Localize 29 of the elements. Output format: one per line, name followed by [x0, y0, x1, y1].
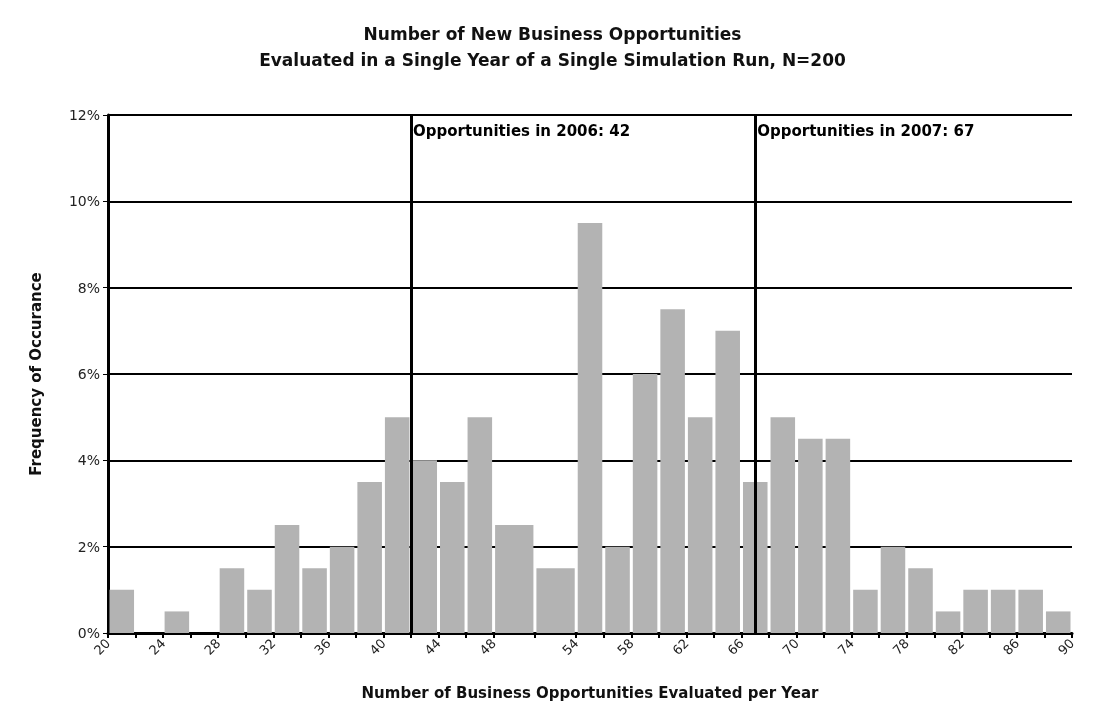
- x-tick-label: 58: [614, 635, 637, 658]
- x-tick-label: 62: [669, 635, 692, 658]
- x-tick-label: 40: [366, 635, 389, 658]
- x-tick-label: 54: [559, 635, 582, 658]
- y-tick-label: 10%: [68, 193, 100, 210]
- x-tick-label: 70: [779, 635, 802, 658]
- x-tick-label: 36: [311, 635, 334, 658]
- x-tick-label: 48: [476, 635, 499, 658]
- y-tick-label: 2%: [77, 538, 100, 555]
- x-tick-label: 82: [944, 635, 968, 658]
- y-axis-title: Frequency of Occurance: [26, 272, 45, 476]
- x-tick-label: 74: [834, 635, 857, 658]
- x-tick-label: 66: [724, 635, 747, 658]
- x-tick-label: 44: [421, 635, 444, 658]
- x-tick-label: 90: [1055, 635, 1078, 658]
- x-tick-label: 28: [201, 635, 224, 658]
- ref-line-label: Opportunities in 2006: 42: [412, 121, 631, 140]
- x-tick-label: 86: [999, 635, 1023, 658]
- x-tick-label: 24: [146, 635, 169, 658]
- y-tick-label: 6%: [77, 366, 100, 382]
- chart-title: Number of New Business Opportunities Evaluated in a Single Year of a Single Simulation Run, N=200: [259, 24, 847, 70]
- y-tick-label: 12%: [68, 107, 100, 123]
- ref-line-label: Opportunities in 2007: 67: [757, 121, 975, 140]
- y-tick-label: 8%: [77, 279, 100, 296]
- x-axis-title: Number of Business Opportunities Evaluated per Year: [361, 683, 820, 702]
- y-tick-label: 0%: [77, 625, 100, 641]
- y-tick-label: 4%: [77, 452, 100, 469]
- x-tick-label: 78: [889, 635, 913, 658]
- x-tick-label: 32: [256, 635, 279, 658]
